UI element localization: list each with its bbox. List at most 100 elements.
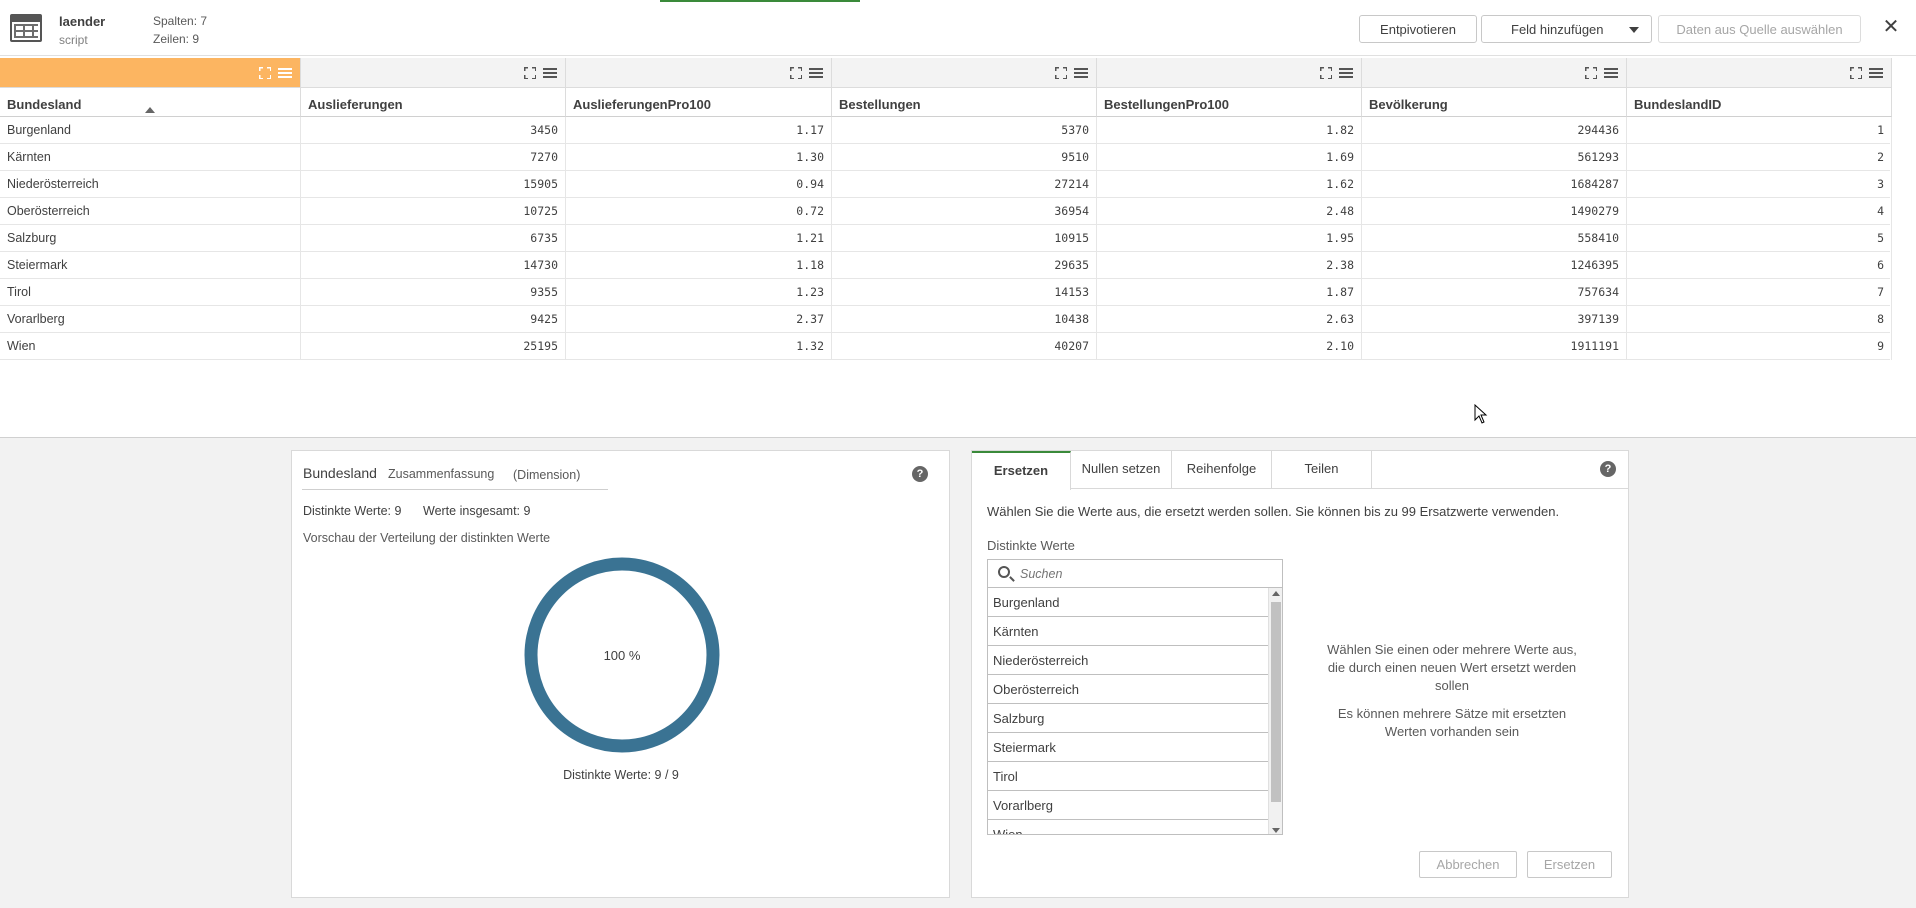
table-cell[interactable]: 1.23 <box>566 279 832 306</box>
table-cell[interactable]: 0.94 <box>566 171 832 198</box>
table-cell[interactable]: 3 <box>1627 171 1892 198</box>
column-header-bundesland[interactable] <box>0 58 301 88</box>
cancel-button[interactable]: Abbrechen <box>1419 851 1517 878</box>
help-icon[interactable]: ? <box>912 466 928 482</box>
chevron-down-icon[interactable] <box>1629 27 1639 33</box>
expand-icon[interactable] <box>789 66 803 80</box>
field-name-bevoelkerung[interactable]: Bevölkerung <box>1362 88 1627 117</box>
table-cell[interactable]: Tirol <box>0 279 301 306</box>
table-cell[interactable]: 294436 <box>1362 117 1627 144</box>
list-item[interactable]: Tirol <box>988 762 1268 791</box>
list-item[interactable]: Steiermark <box>988 733 1268 762</box>
table-cell[interactable]: 558410 <box>1362 225 1627 252</box>
list-item[interactable]: Niederösterreich <box>988 646 1268 675</box>
tab-set-nulls[interactable]: Nullen setzen <box>1071 451 1172 489</box>
replace-button[interactable]: Ersetzen <box>1527 851 1612 878</box>
column-header-auslieferungen-pro100[interactable] <box>566 58 832 88</box>
scroll-down-icon[interactable] <box>1272 828 1280 833</box>
column-header-bestellungen-pro100[interactable] <box>1097 58 1362 88</box>
expand-icon[interactable] <box>1054 66 1068 80</box>
table-cell[interactable]: 2.10 <box>1097 333 1362 360</box>
table-cell[interactable]: 1.21 <box>566 225 832 252</box>
table-cell[interactable]: 40207 <box>832 333 1097 360</box>
table-cell[interactable]: 2.48 <box>1097 198 1362 225</box>
table-cell[interactable]: 1246395 <box>1362 252 1627 279</box>
table-cell[interactable]: 10725 <box>301 198 566 225</box>
table-cell[interactable]: 1.82 <box>1097 117 1362 144</box>
table-cell[interactable]: 2.63 <box>1097 306 1362 333</box>
expand-icon[interactable] <box>258 66 272 80</box>
select-data-button[interactable]: Daten aus Quelle auswählen <box>1658 15 1861 43</box>
table-cell[interactable]: Oberösterreich <box>0 198 301 225</box>
table-cell[interactable]: 1.30 <box>566 144 832 171</box>
table-cell[interactable]: 561293 <box>1362 144 1627 171</box>
column-header-bundesland-id[interactable] <box>1627 58 1892 88</box>
table-cell[interactable]: 14730 <box>301 252 566 279</box>
table-cell[interactable]: Kärnten <box>0 144 301 171</box>
table-cell[interactable]: 1 <box>1627 117 1892 144</box>
column-header-bevoelkerung[interactable] <box>1362 58 1627 88</box>
table-cell[interactable]: 1.18 <box>566 252 832 279</box>
expand-icon[interactable] <box>1584 66 1598 80</box>
list-item[interactable]: Vorarlberg <box>988 791 1268 820</box>
table-cell[interactable]: 9 <box>1627 333 1892 360</box>
list-item[interactable]: Wien <box>988 820 1268 834</box>
list-item[interactable]: Oberösterreich <box>988 675 1268 704</box>
field-name-bestellungen[interactable]: Bestellungen <box>832 88 1097 117</box>
menu-icon[interactable] <box>1074 66 1088 80</box>
table-cell[interactable]: 0.72 <box>566 198 832 225</box>
table-cell[interactable]: 9510 <box>832 144 1097 171</box>
expand-icon[interactable] <box>1319 66 1333 80</box>
tab-split[interactable]: Teilen <box>1272 451 1372 489</box>
table-cell[interactable]: 2.38 <box>1097 252 1362 279</box>
table-cell[interactable]: 1490279 <box>1362 198 1627 225</box>
table-cell[interactable]: 1.95 <box>1097 225 1362 252</box>
add-field-button[interactable]: Feld hinzufügen <box>1481 15 1652 43</box>
table-cell[interactable]: 2.37 <box>566 306 832 333</box>
help-icon[interactable]: ? <box>1600 461 1616 477</box>
table-cell[interactable]: 29635 <box>832 252 1097 279</box>
menu-icon[interactable] <box>809 66 823 80</box>
scrollbar-thumb[interactable] <box>1271 602 1281 802</box>
table-cell[interactable]: 1.87 <box>1097 279 1362 306</box>
table-cell[interactable]: Steiermark <box>0 252 301 279</box>
table-cell[interactable]: 14153 <box>832 279 1097 306</box>
list-item[interactable]: Salzburg <box>988 704 1268 733</box>
table-cell[interactable]: 1.62 <box>1097 171 1362 198</box>
table-cell[interactable]: 397139 <box>1362 306 1627 333</box>
table-cell[interactable]: 36954 <box>832 198 1097 225</box>
table-cell[interactable]: Vorarlberg <box>0 306 301 333</box>
expand-icon[interactable] <box>1849 66 1863 80</box>
table-cell[interactable]: 15905 <box>301 171 566 198</box>
close-icon[interactable]: ✕ <box>1882 16 1900 38</box>
table-cell[interactable]: 8 <box>1627 306 1892 333</box>
table-cell[interactable]: 7 <box>1627 279 1892 306</box>
search-input[interactable] <box>1020 565 1260 583</box>
summary-tab[interactable]: Zusammenfassung <box>388 467 495 481</box>
expand-icon[interactable] <box>523 66 537 80</box>
field-name-bundesland-id[interactable]: BundeslandID <box>1627 88 1892 117</box>
table-cell[interactable]: 5 <box>1627 225 1892 252</box>
table-cell[interactable]: 7270 <box>301 144 566 171</box>
table-cell[interactable]: 25195 <box>301 333 566 360</box>
tab-order[interactable]: Reihenfolge <box>1172 451 1272 489</box>
scrollbar[interactable] <box>1268 588 1282 834</box>
table-cell[interactable]: 10438 <box>832 306 1097 333</box>
field-name-auslieferungen-pro100[interactable]: AuslieferungenPro100 <box>566 88 832 117</box>
menu-icon[interactable] <box>543 66 557 80</box>
table-cell[interactable]: 4 <box>1627 198 1892 225</box>
table-cell[interactable]: Wien <box>0 333 301 360</box>
table-cell[interactable]: 2 <box>1627 144 1892 171</box>
field-name-auslieferungen[interactable]: Auslieferungen <box>301 88 566 117</box>
table-cell[interactable]: 6735 <box>301 225 566 252</box>
menu-icon[interactable] <box>1869 66 1883 80</box>
menu-icon[interactable] <box>1339 66 1353 80</box>
tab-replace[interactable]: Ersetzen <box>972 451 1071 490</box>
list-item[interactable]: Burgenland <box>988 588 1268 617</box>
sort-ascending-icon[interactable] <box>145 107 155 113</box>
table-cell[interactable]: 757634 <box>1362 279 1627 306</box>
menu-icon[interactable] <box>278 66 292 80</box>
table-cell[interactable]: Niederösterreich <box>0 171 301 198</box>
column-header-bestellungen[interactable] <box>832 58 1097 88</box>
field-name-bestellungen-pro100[interactable]: BestellungenPro100 <box>1097 88 1362 117</box>
